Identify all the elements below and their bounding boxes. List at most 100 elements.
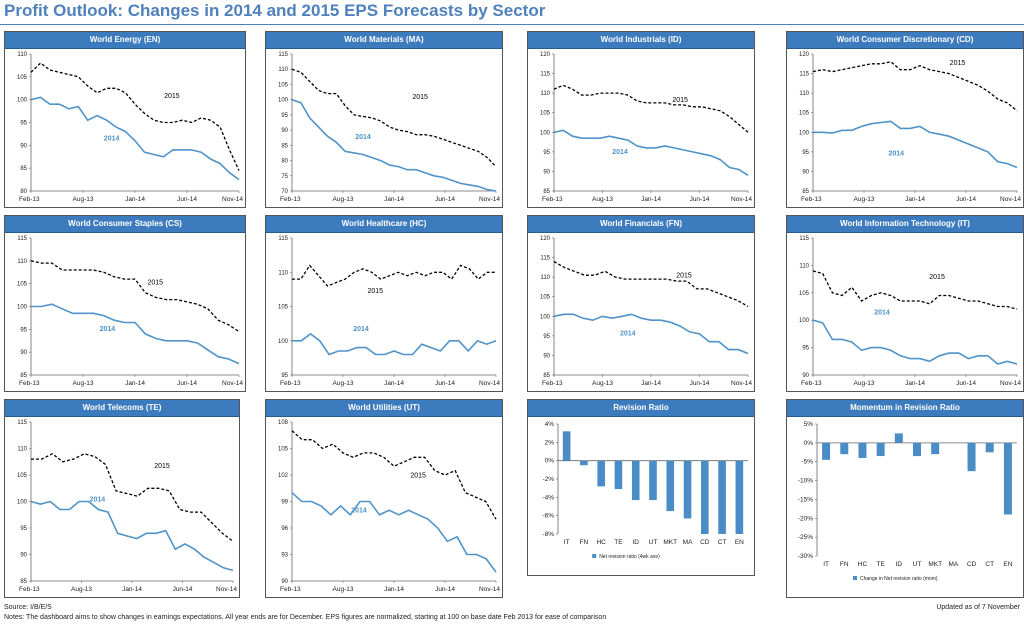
y-tick-label: 110 <box>17 52 27 58</box>
bar <box>649 460 657 501</box>
y-tick-label: 100 <box>799 318 810 324</box>
chart-title: World Consumer Discretionary (CD) <box>787 32 1023 49</box>
series-2014-line <box>30 96 240 181</box>
series-2014-label: 2014 <box>612 149 628 156</box>
chart-panel: World Energy (EN) 80 85 90 95 100 105 110 Feb-13… <box>4 31 246 208</box>
series-2014-label: 2014 <box>874 310 890 317</box>
y-tick-label: 90 <box>802 169 809 175</box>
y-tick-label: 75 <box>281 174 288 180</box>
x-tick-label: Jan-14 <box>125 380 145 387</box>
y-tick-label: 95 <box>20 327 27 333</box>
x-tick-label: Feb-13 <box>19 586 40 593</box>
y-tick-label: 110 <box>17 259 27 265</box>
bar <box>1003 442 1012 515</box>
y-tick-label: 85 <box>20 166 27 172</box>
x-tick-label: Jan-14 <box>384 586 404 593</box>
bar <box>614 460 623 490</box>
series-2014-line <box>813 120 1018 169</box>
y-tick-label: 115 <box>17 420 27 426</box>
chart-panel: World Consumer Discretionary (CD) 85 90 95 1… <box>786 31 1024 208</box>
series-2014-label: 2014 <box>888 150 904 157</box>
y-tick-label: 105 <box>278 82 289 88</box>
bar <box>985 442 994 453</box>
chart-svg: 85 90 95 100 105 110 115 Feb-13 Aug-13 Jan-14 Jun-… <box>17 420 237 593</box>
x-tick-label: Nov-14 <box>731 196 752 203</box>
chart-svg: 5% 0% -5% -10% -15% -20% -25% -30% IT FN HC TE ID UT M… <box>798 421 1017 582</box>
series-2015-line <box>31 453 234 542</box>
chart-panel: World Industrials (ID) 85 90 95 100 105 110 115… <box>527 31 755 208</box>
series-2014-line <box>291 492 497 573</box>
y-tick-label: 90 <box>543 353 550 359</box>
category-label: CT <box>718 539 727 546</box>
series-2014-line <box>30 500 234 572</box>
source-note: Source: I/B/E/S <box>4 604 52 611</box>
chart-panel: World Financials (FN) 85 90 95 100 105 110 115 1… <box>527 215 755 392</box>
category-label: MA <box>683 539 693 546</box>
x-tick-label: Jan-14 <box>122 586 142 593</box>
y-tick-label: 93 <box>281 553 288 559</box>
chart-svg: 90 95 100 105 110 115 Feb-13 Aug-13 Jan-14 Jun-14… <box>799 236 1021 387</box>
y-tick-label: 90 <box>802 373 809 379</box>
series-2015-line <box>291 430 497 520</box>
x-tick-label: Nov-14 <box>479 380 500 387</box>
series-2014-label: 2014 <box>620 330 636 337</box>
y-tick-label: 115 <box>540 256 550 262</box>
series-2015-label: 2015 <box>154 463 170 470</box>
y-tick-label: 96 <box>281 526 288 532</box>
chart-title: World Financials (FN) <box>528 216 754 233</box>
y-tick-label: 110 <box>17 447 27 453</box>
y-tick-label: 5% <box>804 421 814 428</box>
category-label: EN <box>1003 561 1012 568</box>
bar <box>735 460 744 534</box>
bar <box>701 460 709 534</box>
x-tick-label: Feb-13 <box>542 380 563 387</box>
bar <box>858 442 867 458</box>
series-2015-line <box>291 68 497 168</box>
y-tick-label: -8% <box>542 531 554 538</box>
category-label: UT <box>913 561 922 568</box>
chart-panel: Momentum in Revision Ratio 5% 0% -5% -10% -15… <box>786 399 1024 598</box>
chart-title: World Utilities (UT) <box>266 400 502 417</box>
x-tick-label: Aug-13 <box>854 380 875 387</box>
y-tick-label: 115 <box>540 72 550 78</box>
x-tick-label: Nov-14 <box>479 196 500 203</box>
y-tick-label: 100 <box>540 314 551 320</box>
category-label: ID <box>632 539 639 546</box>
series-2015-line <box>30 260 240 333</box>
series-2015-label: 2015 <box>676 273 692 280</box>
y-tick-label: 95 <box>281 113 288 119</box>
x-tick-label: Nov-14 <box>222 196 243 203</box>
y-tick-label: 105 <box>278 305 289 311</box>
y-tick-label: 105 <box>17 75 28 81</box>
bar <box>822 442 831 460</box>
y-tick-label: 105 <box>17 282 28 288</box>
series-2015-line <box>812 270 1018 310</box>
bar <box>666 460 675 512</box>
legend-label: Change in Net revision ratio (mom) <box>860 576 938 582</box>
y-tick-label: 110 <box>278 67 288 73</box>
y-tick-label: 0% <box>545 458 555 465</box>
y-tick-label: -5% <box>801 459 813 466</box>
x-tick-label: Jun-14 <box>173 586 193 593</box>
y-tick-label: 105 <box>278 447 289 453</box>
y-tick-label: 100 <box>278 98 289 104</box>
y-tick-label: 115 <box>17 236 27 242</box>
y-tick-label: 110 <box>278 270 288 276</box>
x-tick-label: Jan-14 <box>384 196 404 203</box>
chart-title: World Materials (MA) <box>266 32 502 49</box>
y-tick-label: 2% <box>545 439 555 446</box>
bar <box>913 442 921 457</box>
y-tick-label: 80 <box>20 189 27 195</box>
legend-swatch <box>853 576 857 580</box>
y-tick-label: 120 <box>799 52 810 58</box>
y-tick-label: 90 <box>281 128 288 134</box>
y-tick-label: 85 <box>20 373 27 379</box>
bar <box>597 460 605 487</box>
y-tick-label: 90 <box>543 169 550 175</box>
x-tick-label: Jun-14 <box>177 380 197 387</box>
category-label: HC <box>596 539 606 546</box>
bar <box>683 460 692 519</box>
x-tick-label: Jun-14 <box>435 196 455 203</box>
category-label: HC <box>858 561 868 568</box>
series-2015-label: 2015 <box>412 94 428 101</box>
